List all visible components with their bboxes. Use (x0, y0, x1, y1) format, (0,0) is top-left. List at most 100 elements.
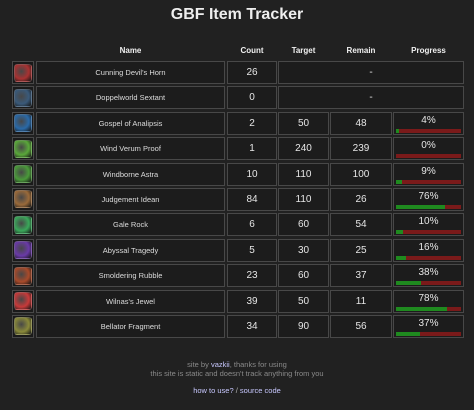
footer-thanks: , thanks for using (229, 360, 287, 369)
doppelworld-sextant-icon (14, 88, 32, 107)
item-target[interactable]: 240 (278, 137, 329, 161)
item-target[interactable]: 60 (278, 213, 329, 237)
progress-bar-fill (396, 204, 446, 209)
item-name: Bellator Fragment (36, 314, 225, 338)
windborne-astra-icon (14, 165, 32, 184)
item-name: Wind Verum Proof (36, 137, 225, 161)
item-name: Doppelworld Sextant (36, 86, 225, 110)
table-row: Gale Rock 6 60 54 10% (10, 212, 466, 237)
table-row: Doppelworld Sextant 0- (10, 85, 466, 110)
item-progress: 10% (393, 213, 464, 237)
item-icon-cell[interactable] (12, 264, 34, 288)
progress-percent: 76% (418, 190, 439, 202)
item-count[interactable]: 1 (227, 137, 277, 161)
header-count: Count (240, 46, 264, 55)
progress-bar (396, 331, 461, 336)
progress-bar-fill (396, 230, 403, 235)
item-icon-cell[interactable] (12, 111, 34, 135)
item-count[interactable]: 5 (227, 238, 277, 262)
progress-percent: 10% (418, 216, 439, 228)
footer-separator: / (233, 386, 240, 395)
item-remain: 239 (330, 137, 392, 161)
source-code-link[interactable]: source code (239, 386, 281, 395)
item-progress: 4% (393, 111, 464, 135)
item-progress: 76% (393, 187, 464, 211)
progress-bar (396, 179, 461, 184)
header-progress: Progress (411, 46, 446, 55)
author-link[interactable]: vazkii (210, 360, 230, 369)
item-progress: 16% (393, 238, 464, 262)
item-progress: 38% (393, 264, 464, 288)
item-name: Gospel of Analipsis (36, 111, 225, 135)
footer-site-by: site by (187, 360, 209, 369)
item-name: Wilnas's Jewel (36, 289, 225, 313)
item-icon-cell[interactable] (12, 314, 34, 338)
item-icon-cell[interactable] (12, 213, 34, 237)
item-name: Gale Rock (36, 213, 225, 237)
item-name: Abyssal Tragedy (36, 238, 225, 262)
item-untracked: - (278, 61, 464, 84)
item-remain: 11 (330, 289, 392, 313)
item-count[interactable]: 10 (227, 162, 277, 186)
item-count[interactable]: 6 (227, 213, 277, 237)
item-target[interactable]: 90 (278, 314, 329, 338)
item-icon-cell[interactable] (12, 137, 34, 161)
table-row: Windborne Astra 10 110 100 9% (10, 162, 466, 187)
item-icon-cell[interactable] (12, 162, 34, 186)
table-body: Cunning Devil's Horn 26- Doppelworld Sext… (10, 60, 466, 339)
smoldering-rubble-icon (14, 266, 32, 285)
bellator-fragment-icon (14, 317, 32, 336)
item-remain: 54 (330, 213, 392, 237)
item-count[interactable]: 84 (227, 187, 277, 211)
wind-verum-proof-icon (14, 139, 32, 158)
item-name: Windborne Astra (36, 162, 225, 186)
progress-bar (396, 128, 461, 133)
item-name: Smoldering Rubble (36, 264, 225, 288)
item-untracked: - (278, 86, 464, 110)
item-count[interactable]: 23 (227, 264, 277, 288)
footer-links: how to use? / source code (0, 386, 474, 395)
item-remain: 37 (330, 264, 392, 288)
header-target: Target (291, 46, 316, 55)
item-target[interactable]: 110 (278, 162, 329, 186)
progress-bar (396, 255, 461, 260)
item-icon-cell[interactable] (12, 187, 34, 211)
progress-percent: 9% (421, 165, 436, 177)
progress-percent: 38% (418, 267, 439, 279)
item-remain: 25 (330, 238, 392, 262)
item-remain: 56 (330, 314, 392, 338)
item-icon-cell[interactable] (12, 61, 34, 84)
item-progress: 0% (393, 137, 464, 161)
wilnas-jewel-icon (14, 292, 32, 311)
progress-bar-fill (396, 281, 421, 286)
item-count[interactable]: 26 (227, 61, 277, 84)
item-icon-cell[interactable] (12, 289, 34, 313)
gale-rock-icon (14, 215, 32, 234)
progress-bar-fill (396, 128, 399, 133)
item-table: Name Count Target Remain Progress Cunnin… (10, 45, 466, 339)
item-count[interactable]: 34 (227, 314, 277, 338)
item-target[interactable]: 30 (278, 238, 329, 262)
item-count[interactable]: 39 (227, 289, 277, 313)
item-target[interactable]: 50 (278, 111, 329, 135)
item-count[interactable]: 0 (227, 86, 277, 110)
page-title: GBF Item Tracker (170, 6, 304, 23)
item-target[interactable]: 110 (278, 187, 329, 211)
header-name: Name (119, 46, 142, 55)
item-count[interactable]: 2 (227, 111, 277, 135)
item-target[interactable]: 50 (278, 289, 329, 313)
progress-percent: 37% (418, 317, 439, 329)
progress-bar (396, 230, 461, 235)
progress-percent: 16% (418, 241, 439, 253)
item-icon-cell[interactable] (12, 238, 34, 262)
progress-percent: 78% (418, 292, 439, 304)
item-target[interactable]: 60 (278, 264, 329, 288)
table-row: Wilnas's Jewel 39 50 11 78% (10, 289, 466, 314)
how-to-use-link[interactable]: how to use? (193, 386, 234, 395)
table-row: Smoldering Rubble 23 60 37 38% (10, 263, 466, 288)
table-row: Bellator Fragment 34 90 56 37% (10, 314, 466, 339)
item-icon-cell[interactable] (12, 86, 34, 110)
progress-bar (396, 306, 461, 311)
progress-bar-fill (396, 331, 421, 336)
item-progress: 78% (393, 289, 464, 313)
